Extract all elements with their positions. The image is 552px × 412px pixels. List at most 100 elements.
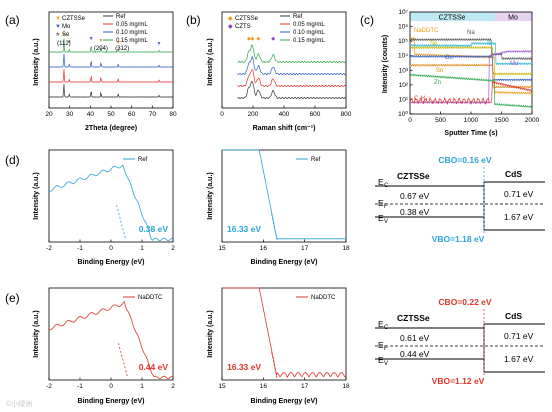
peak-marker: ◆ — [247, 36, 251, 42]
series-label: Cu — [445, 55, 453, 61]
legend-label: Ref — [138, 157, 148, 163]
xtick-label: 2000 — [525, 117, 540, 124]
ef-label: E — [378, 198, 384, 208]
ylabel-a: Intensity (a.u.) — [33, 38, 40, 85]
series-label: Se — [430, 41, 438, 47]
xtick-label: 40 — [87, 111, 95, 118]
xticks-d2: 15 16 17 18 — [218, 239, 350, 252]
legend-marker-symbol: ◆ — [228, 24, 233, 30]
xtick-label: 2 — [171, 245, 175, 252]
series-label: Sn — [436, 68, 443, 74]
xtick-label: 30 — [66, 111, 74, 118]
series-c — [409, 36, 533, 108]
xlabel-e2: Binding Energy (eV) — [251, 398, 318, 405]
xtick-label: 1 — [140, 245, 144, 252]
right-top-gap: 0.71 eV — [504, 331, 534, 341]
xrd-curve-0 — [48, 83, 174, 98]
xtick-label: 80 — [169, 111, 177, 118]
xrd-curve-3 — [48, 38, 174, 53]
left-top-gap: 0.61 eV — [400, 333, 430, 343]
ec-label: E — [378, 319, 384, 329]
xtick-label: -2 — [46, 383, 52, 390]
cutoff-annotation: 16.33 eV — [227, 224, 261, 234]
xtick-label: 50 — [107, 111, 115, 118]
peak-marker: ▼ — [116, 40, 121, 46]
ytick-label: 10¹ — [399, 96, 409, 103]
xtick-label: 0 — [220, 111, 224, 118]
ytick-label: 10⁷ — [398, 9, 408, 16]
raman-curve-0 — [237, 81, 347, 100]
xtick-label: 16 — [260, 245, 268, 252]
ytick-label: 10⁶ — [398, 24, 408, 31]
xticks-e1: -2 -1 0 1 2 — [46, 377, 175, 390]
xtick-label: 15 — [218, 245, 226, 252]
legend-marker-symbol: ▼ — [55, 24, 61, 30]
xticks-a: 20 30 40 50 60 70 80 — [45, 105, 177, 118]
region-mo — [495, 12, 532, 21]
peak-marker: ◆ — [271, 36, 275, 42]
xtick-label: 200 — [248, 111, 259, 118]
peak-marker: ▼ — [89, 36, 94, 42]
xtick-label: 1 — [140, 383, 144, 390]
ef-sub: F — [384, 346, 388, 352]
ticks-c: 0 500 1000 1500 2000 10⁰ 10¹ 10² 10³ 10⁴ 10⁵ 10⁶ 10⁷ — [398, 9, 540, 124]
legend-b: Ref 0.05 mg/mL 0.10 mg/mL 0.15 mg/mL — [280, 14, 325, 44]
series-label: C₂H₃⁻ — [414, 96, 431, 102]
onset-annotation: 0.38 eV — [139, 224, 169, 234]
legend-marker-symbol: ◆ — [228, 16, 233, 22]
watermark: ©小绿洲 — [6, 399, 32, 408]
ytick-label: 10⁵ — [398, 38, 408, 45]
legend-marker-symbol: ★ — [55, 31, 60, 38]
legend-label: Ref — [293, 14, 303, 20]
region-label-mo: Mo — [508, 15, 518, 22]
right-bottom-gap: 1.67 eV — [504, 212, 534, 222]
xtick-label: 18 — [342, 383, 350, 390]
panel-a-xrd: Intensity (a.u.) 2Theta (degree) 20 30 40 5… — [33, 11, 177, 132]
series-a — [48, 38, 174, 98]
ytick-label: 10³ — [399, 67, 409, 74]
ylabel-c: Intensity (counts) — [382, 35, 389, 93]
sims-curve-4 — [409, 54, 533, 82]
ef-label: E — [378, 340, 384, 350]
cbo-label: CBO=0.16 eV — [438, 155, 491, 165]
vbo-label: VBO=1.18 eV — [432, 234, 485, 244]
panel-e-cutoff-spectrum: Intensity (a.u.) Binding Energy (eV) 15 1… — [207, 287, 350, 405]
xrd-curve-1 — [48, 68, 174, 83]
panel-label-d: (d) — [5, 153, 20, 167]
legend-label: 0.05 mg/mL — [116, 22, 148, 28]
sims-curve-5 — [409, 63, 533, 89]
legend-label: Ref — [311, 157, 321, 163]
series-e2: 16.33 eV NaDDTC — [222, 287, 347, 379]
series-e1: 0.44 eV NaDDTC — [48, 295, 173, 380]
plot-frame-d2 — [221, 149, 347, 243]
xtick-label: 0 — [109, 383, 113, 390]
xlabel-c: Sputter Time (s) — [444, 130, 497, 137]
region-label-cztsse: CZTSSe — [439, 15, 466, 22]
legend-marker-label: CZTSSe — [62, 16, 86, 22]
xlabel-e1: Binding Energy (eV) — [78, 398, 145, 405]
ylabel-e2: Intensity (a.u.) — [207, 310, 214, 357]
panel-c-sims: CZTSSe Mo Intensity (counts) Sputter Tim… — [382, 9, 540, 137]
ylabel-d2: Intensity (a.u.) — [207, 172, 214, 219]
right-top-gap: 0.71 eV — [504, 189, 534, 199]
ev-label: E — [378, 213, 384, 223]
xtick-label: 1000 — [464, 117, 479, 124]
legend-label: 0.15 mg/mL — [116, 38, 148, 44]
series-d2: 16.33 eV Ref — [222, 149, 346, 241]
legend-label: 0.10 mg/mL — [116, 30, 148, 36]
xtick-label: -1 — [77, 245, 83, 252]
right-bottom-gap: 1.67 eV — [504, 354, 534, 364]
legend-marker-label: Se — [62, 32, 70, 38]
legend-markers-b: ◆ CZTSSe◆ CZTS◆ ◆ ◆ ◆ — [228, 16, 275, 42]
peak-marker: ★ — [67, 39, 72, 45]
ups-cutoff-curve — [222, 287, 347, 379]
sims-curve-7 — [409, 73, 533, 108]
xtick-label: 0 — [109, 245, 113, 252]
xtick-label: 17 — [301, 383, 309, 390]
xtick-label: 1500 — [494, 117, 509, 124]
sims-curve-6 — [409, 50, 533, 105]
legend-marker-symbol: ▼ — [55, 16, 61, 22]
ec-sub: C — [384, 325, 389, 331]
series-label: Zn — [434, 80, 441, 86]
